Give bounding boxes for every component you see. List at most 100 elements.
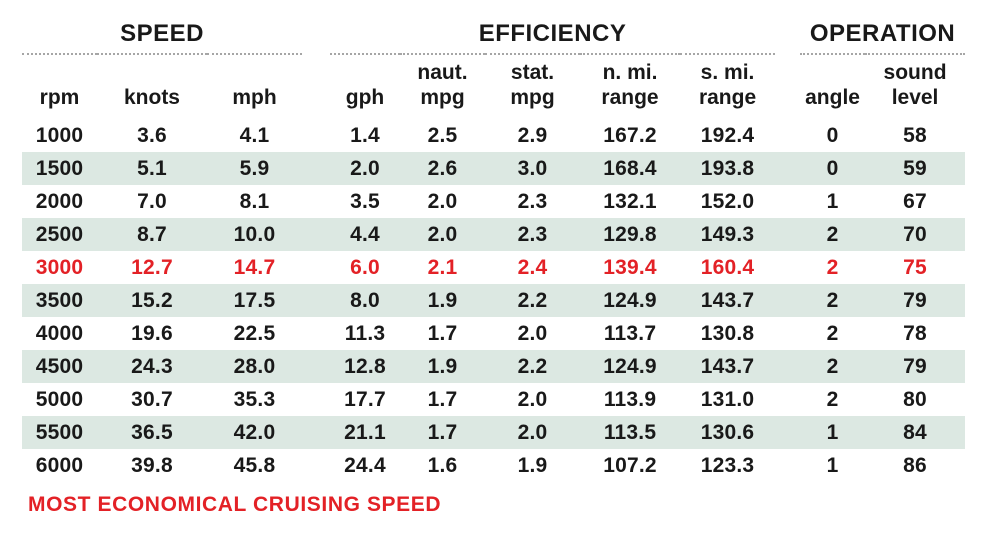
cell-rpm: 4500 xyxy=(35,354,84,378)
cell-sound-level: 79 xyxy=(903,288,927,312)
cell-stat-mpg: 2.3 xyxy=(517,222,548,246)
column-gap xyxy=(302,416,330,449)
column-gap xyxy=(775,284,800,317)
cell-gph: 17.7 xyxy=(344,387,386,411)
column-gap xyxy=(775,218,800,251)
column-gap xyxy=(302,350,330,383)
column-gap xyxy=(775,251,800,284)
cell-smi-range: 149.3 xyxy=(700,222,755,246)
cell-knots: 3.6 xyxy=(137,123,167,147)
table-row: 4500 24.3 28.0 12.8 1.9 2.2 124.9 143.7 2 79 xyxy=(22,350,966,383)
cell-angle: 2 xyxy=(826,288,839,312)
cell-angle: 1 xyxy=(826,189,839,213)
column-gap xyxy=(302,317,330,350)
cell-gph: 6.0 xyxy=(350,255,380,279)
cell-smi-range: 123.3 xyxy=(700,453,755,477)
cell-rpm: 2000 xyxy=(35,189,84,213)
cell-naut-mpg: 1.9 xyxy=(427,288,458,312)
cell-sound-level: 67 xyxy=(903,189,927,213)
group-gap xyxy=(302,8,330,54)
cell-nmi-range: 168.4 xyxy=(603,156,657,180)
cell-gph: 8.0 xyxy=(350,288,380,312)
cell-sound-level: 75 xyxy=(903,255,927,279)
table-row: 4000 19.6 22.5 11.3 1.7 2.0 113.7 130.8 2 78 xyxy=(22,317,965,350)
column-gap xyxy=(302,218,330,251)
column-gap xyxy=(775,383,800,416)
column-gap xyxy=(302,251,330,284)
column-gap xyxy=(775,119,800,152)
column-header-sound-level: sound level xyxy=(883,61,947,109)
cell-nmi-range: 167.2 xyxy=(603,123,657,147)
cell-sound-level: 80 xyxy=(903,387,927,411)
cell-smi-range: 193.8 xyxy=(700,156,755,180)
cell-rpm: 3000 xyxy=(35,255,84,279)
cell-angle: 1 xyxy=(826,420,839,444)
cell-mph: 4.1 xyxy=(239,123,270,147)
table-row: 3500 15.2 17.5 8.0 1.9 2.2 124.9 143.7 2 79 xyxy=(22,284,966,317)
column-header-stat-mpg: stat. mpg xyxy=(510,61,555,109)
cell-gph: 3.5 xyxy=(350,189,380,213)
column-gap xyxy=(302,54,330,119)
cell-rpm: 5000 xyxy=(35,387,84,411)
table-row: 2500 8.7 10.0 4.4 2.0 2.3 129.8 149.3 2 70 xyxy=(22,218,966,251)
cell-smi-range: 143.7 xyxy=(700,288,755,312)
cell-angle: 2 xyxy=(826,222,839,246)
cell-stat-mpg: 2.2 xyxy=(517,288,548,312)
cell-nmi-range: 124.9 xyxy=(603,354,657,378)
cell-sound-level: 84 xyxy=(903,420,927,444)
cell-gph: 21.1 xyxy=(344,420,386,444)
cell-stat-mpg: 2.0 xyxy=(517,321,548,345)
cell-smi-range: 160.4 xyxy=(700,255,755,279)
cell-stat-mpg: 2.4 xyxy=(517,255,548,279)
cell-angle: 2 xyxy=(826,321,839,345)
table-row: 1000 3.6 4.1 1.4 2.5 2.9 167.2 192.4 0 58 xyxy=(22,119,965,152)
group-header-efficiency: EFFICIENCY xyxy=(330,8,776,55)
cell-angle: 0 xyxy=(826,123,839,147)
table-row: 5500 36.5 42.0 21.1 1.7 2.0 113.5 130.6 1 84 xyxy=(22,416,966,449)
cell-smi-range: 143.7 xyxy=(700,354,755,378)
cell-nmi-range: 107.2 xyxy=(603,453,657,477)
group-header-speed: SPEED xyxy=(22,8,303,55)
cell-mph: 22.5 xyxy=(233,321,276,345)
cell-naut-mpg: 1.9 xyxy=(427,354,458,378)
cell-mph: 5.9 xyxy=(239,156,270,180)
cell-gph: 4.4 xyxy=(350,222,380,246)
cell-angle: 1 xyxy=(826,453,839,477)
cell-nmi-range: 139.4 xyxy=(603,255,657,279)
cell-knots: 36.5 xyxy=(131,420,173,444)
cell-stat-mpg: 3.0 xyxy=(517,156,548,180)
cell-sound-level: 59 xyxy=(903,156,927,180)
table-row: 6000 39.8 45.8 24.4 1.6 1.9 107.2 123.3 1 86 xyxy=(22,449,965,482)
cell-naut-mpg: 1.6 xyxy=(427,453,458,477)
cell-smi-range: 192.4 xyxy=(700,123,755,147)
cell-gph: 24.4 xyxy=(344,453,386,477)
cell-rpm: 5500 xyxy=(35,420,84,444)
cell-naut-mpg: 2.5 xyxy=(427,123,458,147)
cell-stat-mpg: 1.9 xyxy=(517,453,548,477)
column-gap xyxy=(302,185,330,218)
cell-stat-mpg: 2.9 xyxy=(517,123,548,147)
column-gap xyxy=(302,449,330,482)
performance-table: SPEED EFFICIENCY OPERATION rpm knots mph… xyxy=(22,8,966,482)
cell-knots: 5.1 xyxy=(137,156,167,180)
column-header-gph: gph xyxy=(345,86,385,109)
cell-angle: 2 xyxy=(826,255,839,279)
cell-mph: 42.0 xyxy=(233,420,276,444)
cell-mph: 45.8 xyxy=(233,453,276,477)
cell-mph: 28.0 xyxy=(233,354,276,378)
column-gap xyxy=(302,284,330,317)
cell-naut-mpg: 2.0 xyxy=(427,222,458,246)
cell-mph: 17.5 xyxy=(233,288,276,312)
cell-angle: 2 xyxy=(826,354,839,378)
cell-smi-range: 130.8 xyxy=(700,321,755,345)
performance-report: SPEED EFFICIENCY OPERATION rpm knots mph… xyxy=(22,8,966,516)
cell-nmi-range: 129.8 xyxy=(603,222,657,246)
cell-gph: 1.4 xyxy=(350,123,380,147)
column-header-nmi-range: n. mi. range xyxy=(601,61,659,109)
cell-stat-mpg: 2.3 xyxy=(517,189,548,213)
cell-nmi-range: 113.5 xyxy=(603,420,657,444)
cell-rpm: 4000 xyxy=(35,321,84,345)
table-body: 1000 3.6 4.1 1.4 2.5 2.9 167.2 192.4 0 58 1500 5.1 5… xyxy=(22,119,966,482)
column-gap xyxy=(775,416,800,449)
cell-rpm: 1000 xyxy=(35,123,84,147)
